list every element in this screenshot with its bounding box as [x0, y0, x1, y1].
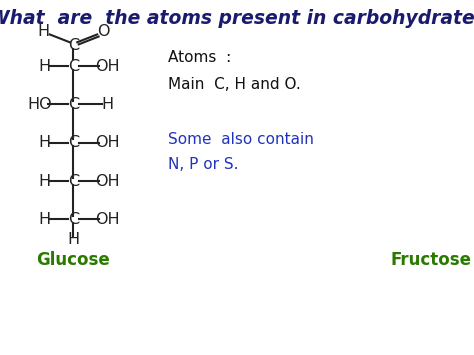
Text: Fructose: Fructose: [391, 251, 472, 268]
Text: C: C: [68, 174, 79, 189]
Text: Main  C, H and O.: Main C, H and O.: [168, 77, 301, 92]
Text: OH: OH: [95, 212, 120, 227]
Text: Glucose: Glucose: [36, 251, 110, 268]
Text: HO: HO: [27, 97, 52, 112]
Text: Atoms  :: Atoms :: [168, 50, 231, 65]
Text: N, P or S.: N, P or S.: [168, 157, 239, 172]
Text: C: C: [68, 97, 79, 112]
Text: H: H: [67, 233, 80, 247]
Text: H: H: [38, 212, 50, 227]
Text: OH: OH: [95, 135, 120, 150]
Text: C: C: [68, 59, 79, 73]
Text: H: H: [101, 97, 114, 112]
Text: C: C: [68, 38, 79, 53]
Text: H: H: [38, 174, 50, 189]
Text: O: O: [97, 24, 109, 39]
Text: H: H: [38, 59, 50, 73]
Text: OH: OH: [95, 174, 120, 189]
Text: H: H: [37, 24, 50, 39]
Text: C: C: [68, 212, 79, 227]
Text: C: C: [68, 135, 79, 150]
Text: Some  also contain: Some also contain: [168, 132, 314, 147]
Text: OH: OH: [95, 59, 120, 73]
Text: What  are  the atoms present in carbohydrates: What are the atoms present in carbohydra…: [0, 9, 474, 28]
Text: H: H: [38, 135, 50, 150]
